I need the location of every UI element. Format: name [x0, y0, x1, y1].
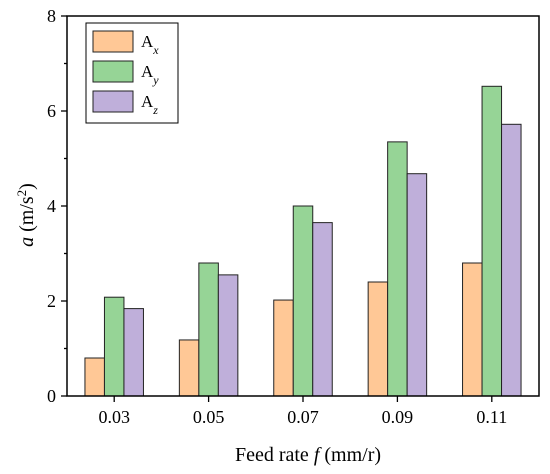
bar-ax-0.07 [273, 299, 294, 397]
legend-swatch-ay [92, 60, 134, 83]
x-axis-prefix: Feed rate [235, 444, 314, 466]
bar-az-0.09 [406, 173, 428, 397]
x-tick-label-0.09: 0.09 [382, 407, 414, 427]
legend: Ax Ay Az [85, 22, 179, 124]
y-tick-label-2: 2 [47, 291, 56, 311]
bar-ay-0.05 [198, 262, 219, 397]
bar-az-0.07 [312, 222, 333, 397]
bar-ax-0.05 [178, 339, 200, 397]
x-axis-suffix: (mm/r) [319, 444, 381, 466]
x-tick-label-0.03: 0.03 [98, 407, 130, 427]
x-axis-var: f [314, 444, 322, 466]
y-axis-unit-prefix: (m/s [16, 196, 38, 237]
bar-az-0.11 [501, 123, 522, 397]
bar-ay-0.07 [292, 205, 314, 397]
bar-az-0.05 [217, 274, 239, 397]
y-tick-label-6: 6 [47, 101, 56, 121]
y-axis-unit-sup: 2 [14, 190, 29, 197]
legend-label-ax: Ax [141, 32, 159, 57]
x-tick-label-0.07: 0.07 [287, 407, 319, 427]
legend-label-ay: Ay [141, 62, 159, 87]
x-tick-label-0.05: 0.05 [193, 407, 225, 427]
y-axis-title: a (m/s2) [14, 183, 39, 247]
legend-swatch-az [92, 90, 134, 113]
bar-ay-0.03 [103, 296, 125, 397]
bar-ay-0.11 [481, 85, 503, 397]
bars-group [84, 85, 522, 397]
bar-az-0.03 [123, 308, 144, 397]
ticks-group: 0.03 0.05 0.07 0.09 0.11 0 2 4 6 8 [47, 6, 507, 427]
bar-ax-0.09 [367, 281, 389, 397]
y-tick-label-4: 4 [47, 196, 56, 216]
y-tick-label-0: 0 [47, 386, 56, 406]
legend-swatch-ax [92, 30, 134, 53]
legend-label-az: Az [141, 92, 158, 117]
bar-ax-0.03 [84, 357, 105, 397]
y-axis-unit-suffix: ) [16, 183, 38, 190]
y-tick-label-8: 8 [47, 6, 56, 26]
x-tick-label-0.11: 0.11 [476, 407, 507, 427]
bar-ay-0.09 [387, 141, 408, 397]
y-axis-var: a [16, 237, 38, 247]
x-axis-title: Feed rate f (mm/r) [235, 444, 381, 466]
bar-ax-0.11 [462, 262, 483, 397]
